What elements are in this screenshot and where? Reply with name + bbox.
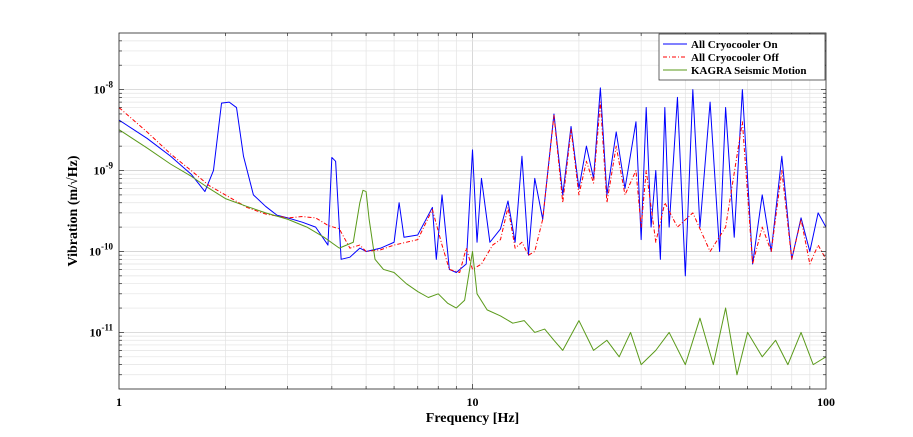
legend-label: KAGRA Seismic Motion [691, 65, 807, 77]
legend-label: All Cryocooler On [691, 39, 778, 51]
x-tick-labels: 1 10 100 [116, 395, 835, 409]
legend-label: All Cryocooler Off [691, 52, 779, 64]
ticks [119, 33, 826, 389]
series-layer [119, 87, 826, 376]
y-tick-labels: 10-11 10-10 10-9 10-8 [89, 80, 113, 340]
x-tick-label: 100 [817, 395, 835, 409]
y-tick-label: 10-9 [94, 161, 114, 178]
series-line-kagra-seismic-motion [119, 129, 826, 376]
legend-box [658, 33, 826, 81]
series-line-all-cryocooler-on [119, 87, 826, 277]
y-axis-label: Vibration (m/√Hz) [66, 155, 81, 266]
x-axis-label: Frequency [Hz] [426, 411, 519, 426]
series-line-all-cryocooler-off [119, 101, 826, 273]
x-tick-label: 1 [116, 395, 122, 409]
y-tick-label: 10-10 [89, 241, 113, 258]
x-tick-label: 10 [467, 395, 479, 409]
y-tick-label: 10-11 [89, 322, 113, 339]
y-tick-label: 10-8 [94, 80, 114, 97]
